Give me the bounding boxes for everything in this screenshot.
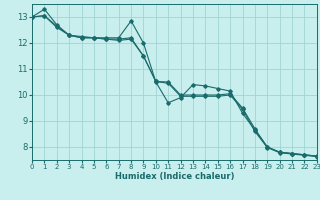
X-axis label: Humidex (Indice chaleur): Humidex (Indice chaleur) (115, 172, 234, 181)
